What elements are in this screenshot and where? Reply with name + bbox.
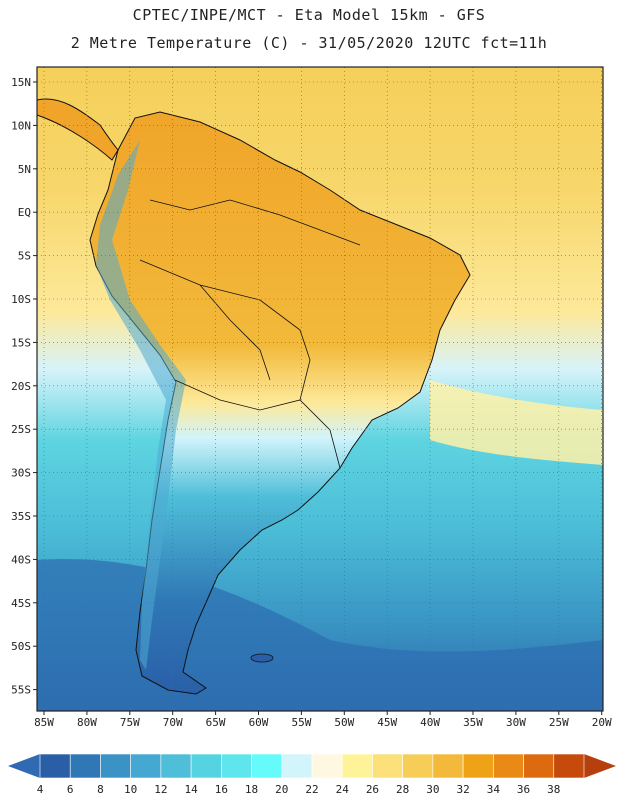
colorbar: 4 6 8 10 12 14 16 18 20 22 24 26 28 30 32 34 36 38 bbox=[8, 753, 616, 796]
colorbar-label: 22 bbox=[305, 783, 318, 796]
lon-tick-label: 55W bbox=[291, 716, 311, 729]
lon-tick-label: 70W bbox=[163, 716, 183, 729]
colorbar-swatch bbox=[341, 753, 373, 779]
lon-tick-label: 75W bbox=[120, 716, 140, 729]
colorbar-swatch bbox=[462, 753, 494, 779]
map-area bbox=[37, 67, 603, 711]
lat-tick-label: 55S bbox=[11, 684, 31, 697]
colorbar-label: 14 bbox=[184, 783, 198, 796]
lat-tick-label: 45S bbox=[11, 597, 31, 610]
gridlines bbox=[37, 67, 603, 711]
colorbar-label: 16 bbox=[215, 783, 228, 796]
lat-tick-label: 5S bbox=[18, 250, 31, 263]
lat-tick-label: 40S bbox=[11, 553, 31, 566]
lon-tick-label: 60W bbox=[249, 716, 269, 729]
lon-tick-label: 85W bbox=[34, 716, 54, 729]
longitude-tick-labels: 85W 80W 75W 70W 65W 60W 55W 50W 45W 40W 35W 30W 25W 2… bbox=[34, 711, 612, 729]
lat-tick-label: 15N bbox=[11, 76, 31, 89]
lat-tick-label: 25S bbox=[11, 423, 31, 436]
lat-tick-label: 10N bbox=[11, 119, 31, 132]
title-line-1: CPTEC/INPE/MCT - Eta Model 15km - GFS bbox=[132, 6, 486, 24]
colorbar-label: 36 bbox=[517, 783, 530, 796]
lat-tick-label: 35S bbox=[11, 510, 31, 523]
lat-tick-label: 50S bbox=[11, 640, 31, 653]
colorbar-swatch bbox=[493, 753, 524, 779]
colorbar-label: 32 bbox=[456, 783, 469, 796]
lon-tick-label: 65W bbox=[206, 716, 226, 729]
lat-tick-label: 20S bbox=[11, 380, 31, 393]
colorbar-swatch bbox=[130, 753, 162, 779]
colorbar-label: 4 bbox=[37, 783, 44, 796]
colorbar-swatch bbox=[402, 753, 434, 779]
lat-tick-label: 30S bbox=[11, 467, 31, 480]
country-borders bbox=[139, 199, 361, 469]
colorbar-swatch bbox=[281, 753, 313, 779]
lat-tick-label: 15S bbox=[11, 336, 31, 349]
colorbar-label: 30 bbox=[426, 783, 439, 796]
latitude-tick-labels: 15N 10N 5N EQ 5S 10S 15S 20S 25S 30S 35S 40S 45S 50S 5… bbox=[11, 76, 37, 697]
colorbar-label: 10 bbox=[124, 783, 137, 796]
colorbar-swatch bbox=[311, 753, 343, 779]
colorbar-swatch bbox=[69, 753, 101, 779]
colorbar-right-arrow bbox=[584, 754, 616, 778]
lon-tick-label: 25W bbox=[549, 716, 569, 729]
colorbar-swatch bbox=[251, 753, 283, 779]
lon-tick-label: 80W bbox=[77, 716, 97, 729]
lon-tick-label: 40W bbox=[420, 716, 440, 729]
colorbar-label: 26 bbox=[366, 783, 379, 796]
colorbar-swatch bbox=[160, 753, 192, 779]
lon-tick-label: 30W bbox=[506, 716, 526, 729]
colorbar-swatch bbox=[372, 753, 403, 779]
colorbar-label: 18 bbox=[245, 783, 258, 796]
lon-tick-label: 35W bbox=[463, 716, 483, 729]
lat-tick-label: 5N bbox=[18, 163, 31, 176]
lon-tick-label: 45W bbox=[377, 716, 397, 729]
colorbar-label: 24 bbox=[336, 783, 350, 796]
colorbar-swatch bbox=[100, 753, 131, 779]
andes-cold-highlands bbox=[96, 140, 186, 670]
colorbar-swatch bbox=[553, 753, 585, 779]
colorbar-label: 8 bbox=[97, 783, 104, 796]
central-america bbox=[37, 98, 119, 161]
lon-tick-label: 20W bbox=[592, 716, 612, 729]
colorbar-label: 38 bbox=[547, 783, 560, 796]
colorbar-left-arrow bbox=[8, 754, 40, 778]
title-line-2: 2 Metre Temperature (C) - 31/05/2020 12U… bbox=[70, 34, 548, 52]
colorbar-swatch bbox=[432, 753, 464, 779]
map-frame bbox=[36, 66, 604, 712]
colorbar-swatch bbox=[221, 753, 252, 779]
lat-tick-label: EQ bbox=[18, 206, 31, 219]
colorbar-label: 6 bbox=[67, 783, 74, 796]
colorbar-label: 12 bbox=[154, 783, 167, 796]
colorbar-label: 34 bbox=[487, 783, 501, 796]
colorbar-swatch bbox=[523, 753, 555, 779]
colorbar-swatch bbox=[39, 753, 71, 779]
lat-tick-label: 10S bbox=[11, 293, 31, 306]
colorbar-label: 20 bbox=[275, 783, 288, 796]
lon-tick-label: 50W bbox=[334, 716, 354, 729]
falkland-islands bbox=[250, 653, 274, 663]
colorbar-swatch bbox=[190, 753, 222, 779]
colorbar-label: 28 bbox=[396, 783, 409, 796]
